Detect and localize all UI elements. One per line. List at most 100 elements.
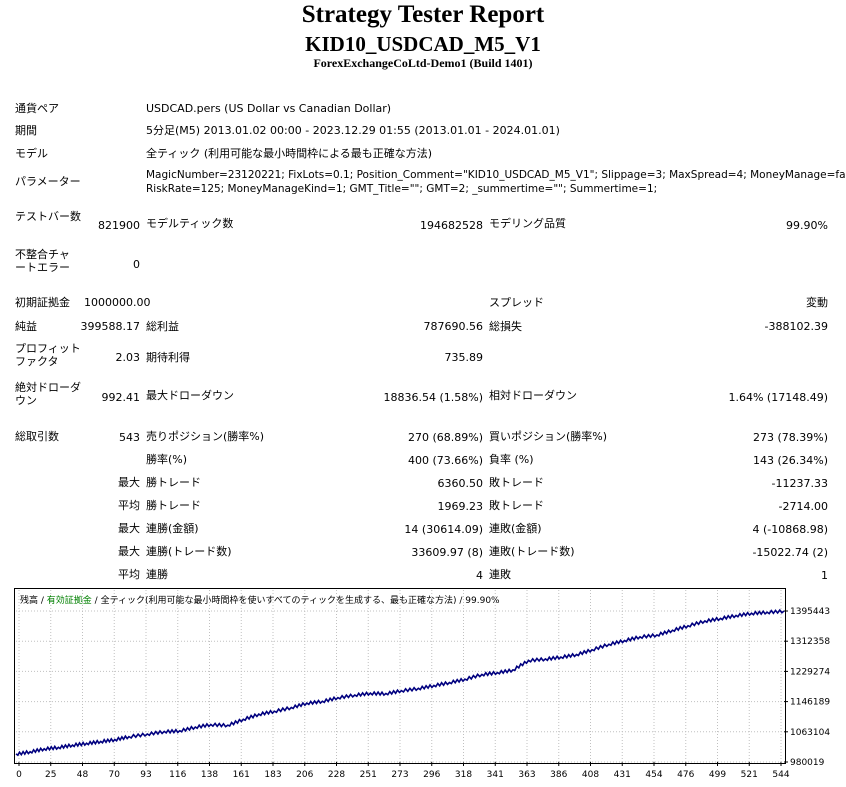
profit-factor-value: 2.03 <box>115 351 141 364</box>
x-tick-label: 48 <box>77 770 89 780</box>
y-tick-label: 1395443 <box>790 607 830 617</box>
rel-drawdown-value: 1.64% (17148.49) <box>728 391 828 404</box>
max-consec-win-value: 14 (30614.09) <box>404 523 483 536</box>
gross-profit-value: 787690.56 <box>423 320 484 333</box>
x-tick-label: 206 <box>296 770 313 780</box>
total-trades-value: 543 <box>119 431 140 444</box>
max-consec-count-prefix: 最大 <box>118 545 140 558</box>
x-tick-label: 476 <box>677 770 694 780</box>
expected-payoff-label: 期待利得 <box>146 351 190 364</box>
x-tick-label: 138 <box>201 770 218 780</box>
y-tick-label: 1146189 <box>790 698 830 708</box>
period-label: 期間 <box>15 124 37 137</box>
long-positions-label: 買いポジション(勝率%) <box>489 430 608 443</box>
spread-value: 変動 <box>806 296 828 309</box>
max-drawdown-value: 18836.54 (1.58%) <box>383 391 483 404</box>
x-tick-label: 251 <box>360 770 377 780</box>
avg-consec-win-value: 4 <box>476 569 483 582</box>
legend-model: 全ティック(利用可能な最小時間枠を使いすべてのティックを生成する、最も正確な方法… <box>100 596 457 606</box>
balance-series-line <box>15 608 785 757</box>
x-tick-label: 273 <box>391 770 408 780</box>
params-line-1: MagicNumber=23120221; FixLots=0.1; Posit… <box>146 169 846 181</box>
x-tick-label: 183 <box>264 770 281 780</box>
max-consec-loss-value: 4 (-10868.98) <box>752 523 828 536</box>
max-consec-win-label: 連勝(金額) <box>146 522 199 535</box>
largest-loss-label: 敗トレード <box>489 476 544 489</box>
avg-consec-loss-label: 連敗 <box>489 568 511 581</box>
abs-drawdown-value: 992.41 <box>101 391 141 404</box>
bars-value: 821900 <box>98 219 140 232</box>
x-tick-label: 93 <box>140 770 151 780</box>
x-tick-label: 363 <box>518 770 535 780</box>
ticks-label: モデルティック数 <box>146 217 234 230</box>
net-profit-label: 純益 <box>15 320 37 333</box>
average-prefix: 平均 <box>118 499 140 512</box>
x-tick-label: 296 <box>423 770 440 780</box>
chart-legend: 残高 / 有効証拠金 / 全ティック(利用可能な最小時間枠を使いすべてのティック… <box>20 593 500 606</box>
legend-separator: / <box>91 596 101 606</box>
symbol-value: USDCAD.pers (US Dollar vs Canadian Dolla… <box>146 102 392 115</box>
x-tick-label: 544 <box>772 770 789 780</box>
x-tick-label: 521 <box>741 770 758 780</box>
max-consec-loss-label: 連敗(金額) <box>489 522 542 535</box>
y-tick-label: 1229274 <box>790 667 830 677</box>
loss-rate-label: 負率 (%) <box>489 453 534 466</box>
avg-loss-value: -2714.00 <box>778 500 828 513</box>
params-label: パラメーター <box>15 175 81 188</box>
short-positions-label: 売りポジション(勝率%) <box>146 430 265 443</box>
x-tick-label: 161 <box>233 770 250 780</box>
bars-label: テストバー数 <box>15 210 81 223</box>
x-tick-label: 318 <box>455 770 472 780</box>
avg-consec-prefix: 平均 <box>118 568 140 581</box>
x-tick-label: 499 <box>709 770 726 780</box>
expected-payoff-value: 735.89 <box>444 351 484 364</box>
symbol-label: 通貨ペア <box>15 102 59 115</box>
gross-loss-label: 総損失 <box>489 320 522 333</box>
largest-win-value: 6360.50 <box>437 477 484 490</box>
abs-drawdown-label: 絶対ドローダウン <box>15 381 81 407</box>
mismatch-value: 0 <box>133 258 140 271</box>
y-tick-label: 1312358 <box>790 637 830 647</box>
gross-loss-value: -388102.39 <box>764 320 828 333</box>
max-consec-lossamt-value: -15022.74 (2) <box>752 546 828 559</box>
largest-prefix: 最大 <box>118 476 140 489</box>
net-profit-value: 399588.17 <box>80 320 141 333</box>
x-tick-label: 386 <box>550 770 567 780</box>
mismatch-label: 不整合チャートエラー <box>15 248 70 274</box>
avg-consec-win-label: 連勝 <box>146 568 168 581</box>
y-tick-label: 980019 <box>790 758 825 768</box>
x-tick-label: 341 <box>487 770 504 780</box>
spread-label: スプレッド <box>489 296 544 309</box>
largest-win-label: 勝トレード <box>146 476 201 489</box>
loss-rate-value: 143 (26.34%) <box>752 454 828 467</box>
total-trades-label: 総取引数 <box>15 430 59 443</box>
quality-label: モデリング品質 <box>489 217 566 230</box>
gross-profit-label: 総利益 <box>146 320 179 333</box>
x-tick-label: 408 <box>582 770 599 780</box>
max-drawdown-label: 最大ドローダウン <box>146 389 234 402</box>
max-consec-lossamt-label: 連敗(トレード数) <box>489 545 575 558</box>
x-tick-label: 0 <box>16 770 22 780</box>
rel-drawdown-label: 相対ドローダウン <box>489 389 577 402</box>
x-tick-label: 454 <box>645 770 662 780</box>
max-consec-profit-label: 連勝(トレード数) <box>146 545 232 558</box>
short-positions-value: 270 (68.89%) <box>407 431 483 444</box>
avg-win-label: 勝トレード <box>146 499 201 512</box>
legend-separator: / <box>456 596 466 606</box>
x-tick-label: 431 <box>614 770 631 780</box>
profit-factor-label: プロフィットファクタ <box>15 342 81 368</box>
avg-loss-label: 敗トレード <box>489 499 544 512</box>
params-line-2: RiskRate=125; MoneyManageKind=1; GMT_Tit… <box>146 183 658 195</box>
period-value: 5分足(M5) 2013.01.02 00:00 - 2023.12.29 01… <box>146 124 560 137</box>
deposit-value: 1000000.00 <box>84 296 151 309</box>
avg-consec-loss-value: 1 <box>821 569 828 582</box>
x-tick-label: 228 <box>328 770 345 780</box>
max-consec-profit-value: 33609.97 (8) <box>411 546 483 559</box>
ea-name: KID10_USDCAD_M5_V1 <box>305 32 541 56</box>
legend-quality: 99.90% <box>465 596 500 606</box>
win-rate-label: 勝率(%) <box>146 453 188 466</box>
legend-separator: / <box>38 596 47 606</box>
x-tick-label: 25 <box>45 770 56 780</box>
server-name: ForexExchangeCoLtd-Demo1 (Build 1401) <box>313 56 533 70</box>
ticks-value: 194682528 <box>420 219 483 232</box>
